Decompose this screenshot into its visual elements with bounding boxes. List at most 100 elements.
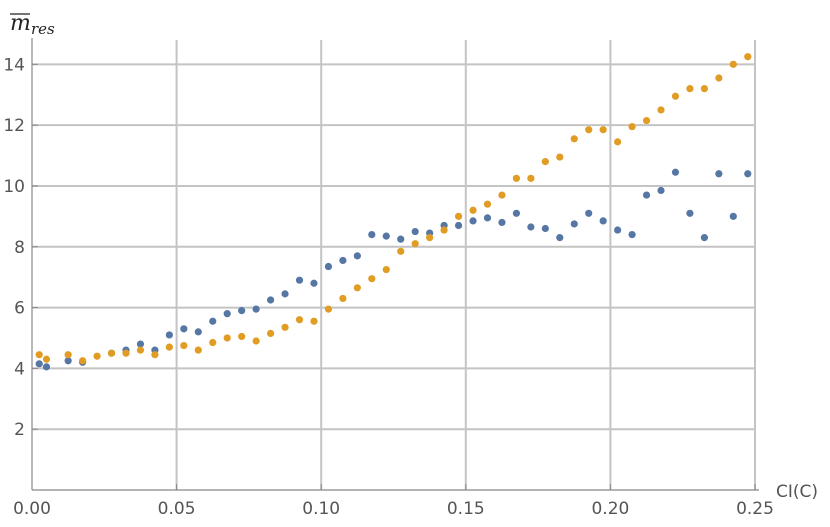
data-point-series-1	[512, 209, 521, 217]
data-point-series-2	[556, 153, 564, 161]
x-tick-label: 0.10	[302, 499, 340, 519]
data-point-series-1	[281, 290, 289, 298]
x-tick-label: 0.05	[158, 499, 196, 519]
data-point-series-2	[382, 265, 390, 274]
data-point-series-2	[136, 346, 145, 354]
data-point-series-1	[382, 232, 390, 240]
data-point-series-2	[686, 85, 694, 93]
data-point-series-1	[223, 310, 231, 318]
data-point-series-1	[570, 220, 578, 228]
data-point-series-2	[180, 341, 188, 350]
data-point-series-2	[35, 351, 43, 359]
data-point-series-1	[266, 296, 275, 304]
data-point-series-2	[122, 349, 130, 357]
data-point-series-2	[570, 135, 578, 143]
data-point-series-1	[397, 235, 405, 243]
data-point-series-2	[107, 349, 116, 357]
y-tick-label: 6	[14, 299, 25, 319]
data-point-series-1	[628, 230, 636, 239]
data-point-series-1	[483, 214, 492, 222]
y-tick-label: 12	[3, 116, 25, 136]
data-point-series-1	[729, 212, 737, 220]
data-point-series-2	[498, 191, 506, 199]
data-point-series-2	[194, 346, 202, 354]
data-point-series-2	[628, 123, 636, 131]
data-point-series-1	[324, 262, 333, 271]
data-point-series-2	[541, 158, 549, 166]
data-point-series-1	[585, 209, 593, 217]
data-point-series-1	[715, 170, 723, 178]
x-tick-label: 0.00	[13, 499, 51, 519]
data-point-series-1	[469, 217, 477, 225]
y-axis-label: m res	[10, 11, 55, 38]
data-point-series-2	[614, 138, 622, 146]
data-point-series-2	[339, 294, 347, 303]
data-point-series-1	[556, 234, 564, 242]
x-tick-label: 0.20	[591, 499, 629, 519]
data-point-series-1	[295, 276, 304, 284]
data-point-series-2	[209, 338, 217, 347]
data-point-series-1	[368, 230, 376, 239]
data-point-series-2	[483, 200, 492, 208]
data-point-series-2	[512, 174, 521, 182]
data-point-series-1	[35, 360, 43, 368]
data-point-series-1	[64, 357, 72, 365]
data-point-series-2	[165, 343, 173, 351]
data-point-series-2	[454, 212, 463, 220]
y-tick-label: 8	[14, 238, 25, 258]
data-point-series-2	[64, 351, 72, 359]
data-point-series-2	[744, 53, 752, 61]
data-point-series-1	[599, 217, 607, 225]
data-point-series-2	[657, 106, 665, 114]
data-point-series-1	[700, 234, 708, 242]
y-tick-label: 2	[14, 420, 25, 440]
grid	[32, 40, 756, 490]
data-points	[35, 53, 752, 371]
y-tick-labels: 2 4 6 8 10 12 14	[3, 55, 25, 440]
data-point-series-2	[151, 351, 159, 359]
data-point-series-1	[238, 307, 246, 315]
data-point-series-1	[454, 221, 463, 230]
data-point-series-1	[209, 317, 217, 325]
y-tick-label: 4	[14, 359, 25, 379]
data-point-series-2	[324, 305, 333, 313]
data-point-series-1	[498, 218, 506, 227]
data-point-series-1	[42, 363, 51, 371]
data-point-series-1	[165, 331, 173, 339]
data-point-series-2	[700, 85, 708, 93]
data-point-series-1	[744, 170, 752, 178]
data-point-series-2	[729, 60, 737, 68]
data-point-series-1	[671, 168, 680, 176]
data-point-series-2	[266, 329, 275, 338]
data-point-series-2	[238, 332, 246, 341]
data-point-series-2	[310, 317, 318, 325]
data-point-series-2	[599, 126, 607, 134]
data-point-series-1	[614, 226, 622, 234]
data-point-series-2	[469, 206, 477, 214]
data-point-series-1	[252, 305, 260, 313]
y-axis-label-sub: res	[31, 20, 55, 38]
data-point-series-2	[411, 240, 419, 248]
data-point-series-2	[440, 226, 448, 234]
data-point-series-2	[223, 334, 231, 342]
data-point-series-1	[194, 328, 202, 336]
data-point-series-1	[411, 227, 419, 236]
data-point-series-2	[252, 337, 260, 345]
data-point-series-2	[79, 357, 87, 365]
data-point-series-2	[585, 126, 593, 134]
data-point-series-1	[527, 223, 535, 231]
data-point-series-1	[180, 325, 188, 333]
x-tick-labels: 0.00 0.05 0.10 0.15 0.20 0.25	[13, 499, 774, 519]
data-point-series-1	[339, 256, 347, 265]
axes	[31, 38, 759, 491]
data-point-series-2	[527, 174, 535, 182]
data-point-series-1	[136, 340, 145, 348]
data-point-series-2	[671, 92, 680, 100]
data-point-series-2	[642, 116, 651, 125]
data-point-series-1	[310, 279, 318, 287]
data-point-series-2	[42, 355, 51, 363]
data-point-series-2	[93, 352, 101, 360]
data-point-series-2	[368, 275, 376, 283]
data-point-series-1	[686, 209, 694, 217]
